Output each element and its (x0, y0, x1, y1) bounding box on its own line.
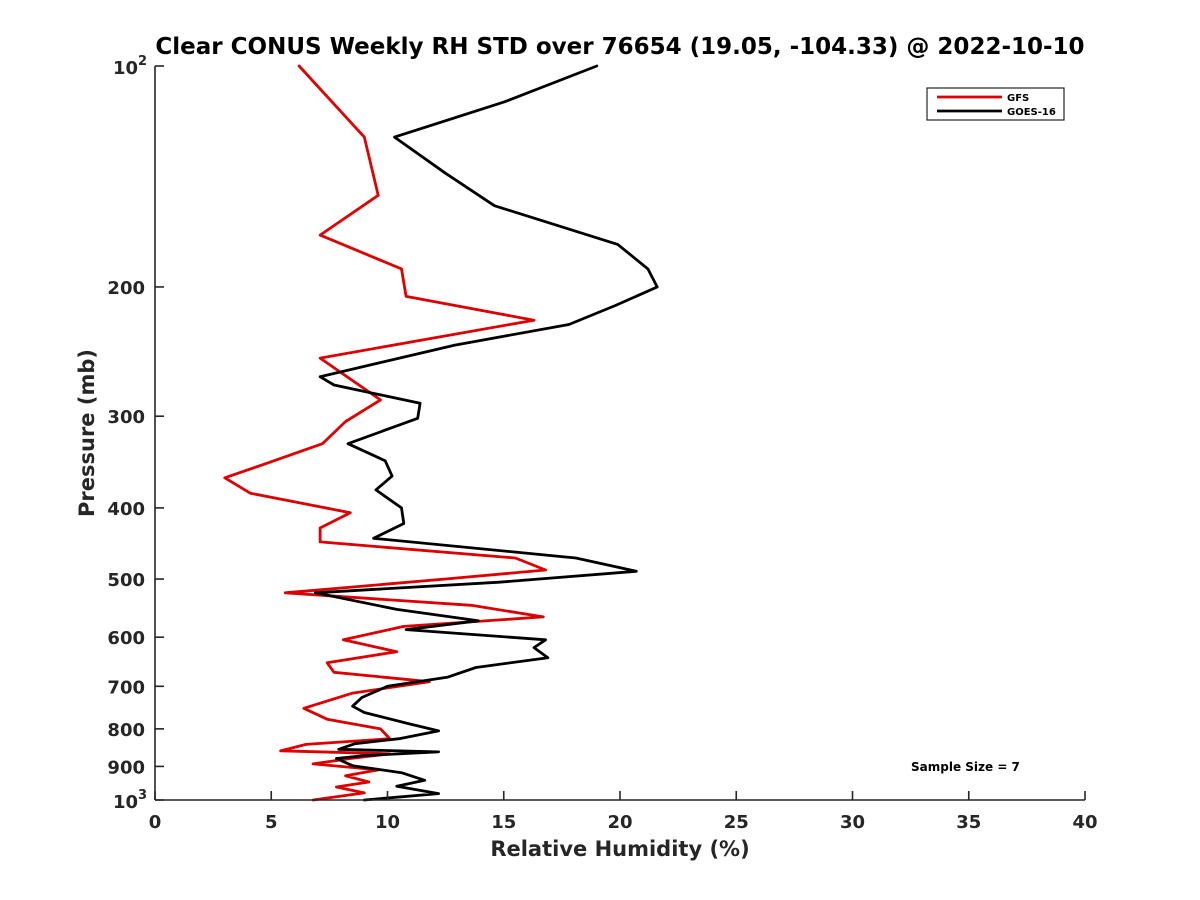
y-tick-label: 800 (107, 720, 145, 741)
legend-box (926, 87, 1065, 121)
x-tick-label: 25 (724, 812, 749, 833)
sample-size-annotation: Sample Size = 7 (911, 760, 1020, 774)
y-tick-label-exponent: 2 (138, 54, 147, 69)
x-tick-label: 30 (840, 812, 865, 833)
x-axis-label: Relative Humidity (%) (490, 837, 749, 861)
x-tick-label: 35 (956, 812, 981, 833)
y-tick-label: 200 (107, 278, 145, 299)
x-tick-label: 0 (149, 812, 162, 833)
legend: GFS GOES-16 (926, 87, 1065, 121)
x-tick-label: 5 (265, 812, 278, 833)
y-tick-label: 500 (107, 570, 145, 591)
y-tick-label: 900 (107, 757, 145, 778)
y-tick-label: 10 (113, 58, 138, 79)
plot-series-group (223, 64, 659, 802)
y-tick-label: 600 (107, 628, 145, 649)
x-tick-label: 20 (607, 812, 632, 833)
x-ticks-group: 0 5 10 15 20 25 30 35 40 (149, 791, 1098, 833)
chart-title: Clear CONUS Weekly RH STD over 76654 (19… (155, 34, 1084, 60)
legend-label-gfs: GFS (1007, 93, 1029, 104)
y-tick-label: 400 (107, 499, 145, 520)
legend-label-goes16: GOES-16 (1007, 107, 1056, 118)
x-tick-label: 15 (491, 812, 516, 833)
y-tick-label-exponent: 3 (138, 788, 147, 803)
series-line-goes-16 (313, 64, 659, 802)
x-tick-label: 10 (375, 812, 400, 833)
y-tick-label: 300 (107, 407, 145, 428)
y-tick-label: 10 (113, 792, 138, 813)
y-tick-label: 700 (107, 677, 145, 698)
y-axis-label: Pressure (mb) (75, 349, 99, 517)
x-tick-label: 40 (1072, 812, 1097, 833)
